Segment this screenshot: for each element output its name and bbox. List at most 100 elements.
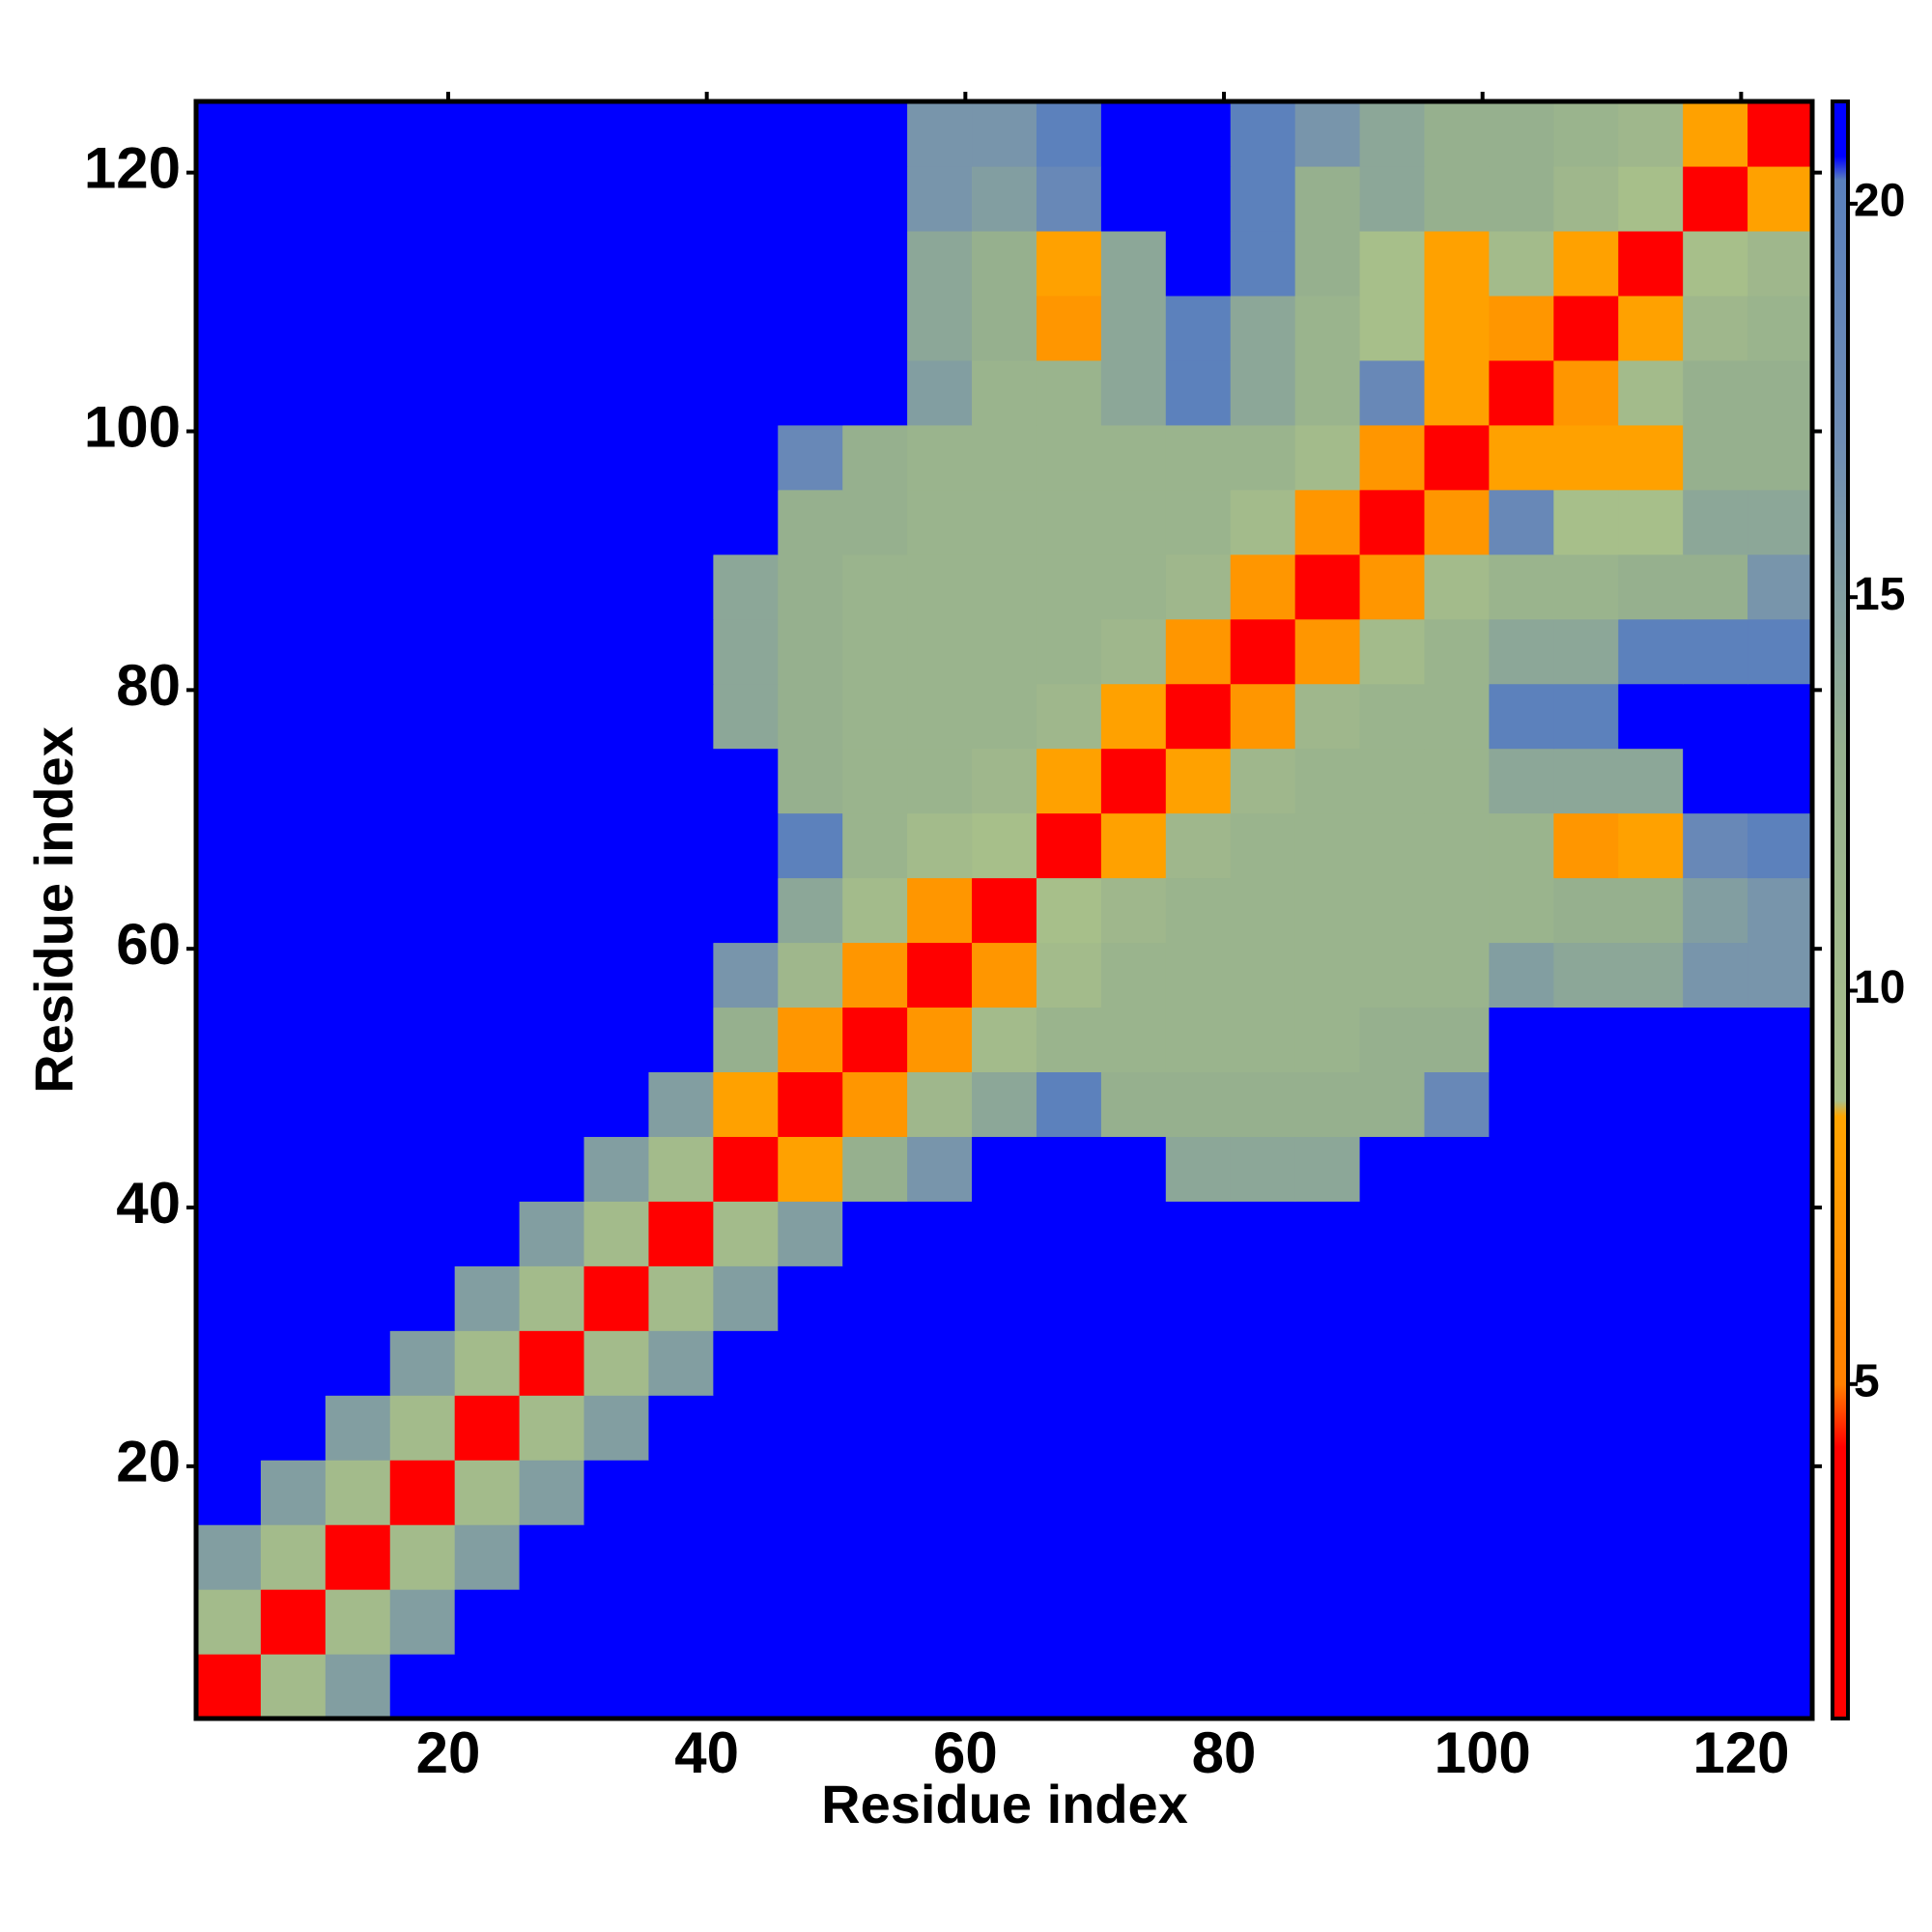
- heat-cell: [713, 1007, 779, 1072]
- heat-cell: [1036, 1654, 1102, 1719]
- heat-cell: [519, 359, 585, 426]
- heat-cell: [1424, 877, 1490, 944]
- heat-cell: [972, 942, 1037, 1009]
- heat-cell: [1100, 295, 1167, 361]
- heat-cell: [1294, 1007, 1361, 1072]
- heat-cell: [325, 1265, 391, 1331]
- heat-cell: [196, 424, 262, 491]
- heat-cell: [389, 1330, 456, 1396]
- heat-cell: [1100, 554, 1167, 620]
- heat-cell: [1683, 1007, 1748, 1072]
- heat-cell: [778, 165, 843, 232]
- heat-cell: [196, 683, 262, 750]
- heat-cell: [1100, 1460, 1167, 1525]
- heat-cell: [907, 489, 973, 555]
- heat-cell: [196, 295, 262, 361]
- x-tick-label: 20: [416, 1720, 481, 1785]
- heat-cell: [1553, 683, 1619, 750]
- heat-cell: [1553, 1007, 1619, 1072]
- heat-cell: [1359, 424, 1426, 491]
- heat-cell: [1294, 877, 1361, 944]
- heat-cell: [1294, 812, 1361, 879]
- heat-cell: [648, 554, 714, 620]
- heat-cell: [583, 1201, 650, 1266]
- heat-cell: [1230, 424, 1296, 491]
- heat-cell: [842, 1395, 908, 1461]
- heat-cell: [260, 1460, 327, 1525]
- heat-cell: [583, 424, 650, 491]
- heat-cell: [778, 1330, 843, 1396]
- heat-cell: [972, 1071, 1037, 1137]
- heat-cell: [389, 295, 456, 361]
- heat-cell: [583, 1589, 650, 1655]
- heat-cell: [713, 748, 779, 814]
- heat-cell: [972, 295, 1037, 361]
- heat-cell: [648, 489, 714, 555]
- heat-cell: [454, 1330, 521, 1396]
- heat-cell: [1230, 1265, 1296, 1331]
- heat-cell: [583, 877, 650, 944]
- heat-cell: [1165, 359, 1232, 426]
- heat-cell: [1747, 230, 1813, 297]
- heat-cell: [1424, 1524, 1490, 1590]
- heat-cell: [907, 1265, 973, 1331]
- heat-cell: [1230, 1071, 1296, 1137]
- heat-cell: [1747, 554, 1813, 620]
- heat-cell: [1359, 165, 1426, 232]
- heat-cell: [1230, 295, 1296, 361]
- heat-cell: [1165, 942, 1232, 1009]
- heat-cell: [1618, 748, 1684, 814]
- heat-cell: [842, 1330, 908, 1396]
- heat-cell: [907, 230, 973, 297]
- heat-cell: [1489, 877, 1554, 944]
- heat-cell: [583, 683, 650, 750]
- heat-cell: [778, 812, 843, 879]
- heat-cell: [1036, 295, 1102, 361]
- heat-cell: [260, 359, 327, 426]
- heat-cell: [1747, 1265, 1813, 1331]
- heat-cell: [454, 1589, 521, 1655]
- heat-cell: [1683, 1589, 1748, 1655]
- heat-cell: [648, 1460, 714, 1525]
- heat-cell: [1747, 359, 1813, 426]
- heat-cell: [713, 683, 779, 750]
- heat-cell: [713, 489, 779, 555]
- heat-cell: [648, 942, 714, 1009]
- heat-cell: [519, 618, 585, 685]
- colorbar-tick-label: 15: [1854, 569, 1905, 620]
- heat-cell: [1683, 1654, 1748, 1719]
- y-tick-label: 80: [116, 653, 181, 718]
- heat-cell: [713, 812, 779, 879]
- heat-cell: [519, 1395, 585, 1461]
- heat-cell: [713, 295, 779, 361]
- heat-cell: [1036, 1460, 1102, 1525]
- heat-cell: [1553, 165, 1619, 232]
- heat-cell: [389, 1007, 456, 1072]
- heat-cell: [1747, 1136, 1813, 1202]
- heat-cell: [325, 618, 391, 685]
- heat-cell: [519, 1589, 585, 1655]
- heat-cell: [1424, 424, 1490, 491]
- heat-cell: [389, 165, 456, 232]
- heat-cell: [1230, 748, 1296, 814]
- heat-cell: [196, 1071, 262, 1137]
- heat-cell: [1683, 1071, 1748, 1137]
- heat-cell: [778, 1395, 843, 1461]
- heat-cell: [325, 1071, 391, 1137]
- heat-cell: [325, 877, 391, 944]
- heat-cell: [842, 359, 908, 426]
- heat-cell: [907, 1007, 973, 1072]
- heat-cell: [1683, 489, 1748, 555]
- heat-cell: [519, 1201, 585, 1266]
- heat-cell: [1489, 748, 1554, 814]
- heat-cell: [260, 1395, 327, 1461]
- heat-cell: [1683, 942, 1748, 1009]
- heat-cell: [454, 877, 521, 944]
- heat-cell: [842, 230, 908, 297]
- heat-cell: [1230, 942, 1296, 1009]
- heat-cell: [907, 1589, 973, 1655]
- heat-cell: [1036, 618, 1102, 685]
- heat-cell: [454, 424, 521, 491]
- heat-cell: [1165, 683, 1232, 750]
- heat-cell: [1165, 1460, 1232, 1525]
